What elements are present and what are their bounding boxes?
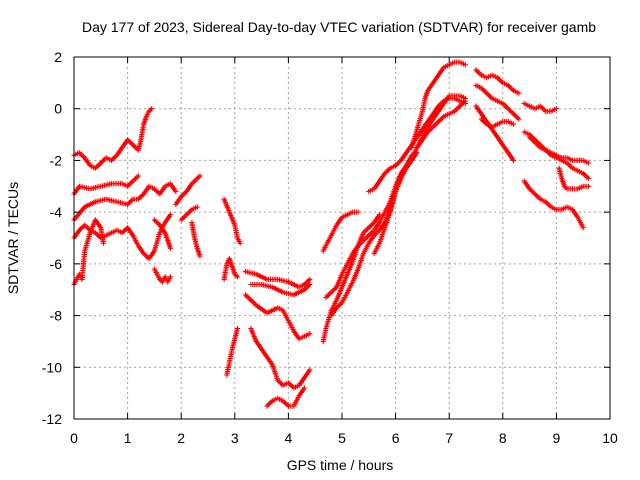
data-series-20 <box>320 212 383 344</box>
x-tick-label: 7 <box>445 430 453 446</box>
x-tick-label: 2 <box>177 430 185 446</box>
x-tick-labels: 0 1 2 3 4 5 6 7 8 9 10 <box>70 430 618 446</box>
y-tick-labels: -12 -10 -8 -6 -4 -2 0 2 <box>42 49 62 427</box>
y-tick-label: -4 <box>50 204 63 220</box>
data-series-25 <box>409 59 468 151</box>
data-series-6 <box>151 266 174 285</box>
data-series-24 <box>366 95 468 195</box>
data-series-17 <box>248 325 313 391</box>
x-tick-label: 9 <box>553 430 561 446</box>
x-tick-label: 10 <box>602 430 618 446</box>
x-tick-label: 6 <box>392 430 400 446</box>
data-series-30 <box>478 116 517 130</box>
data-series-7 <box>151 217 174 251</box>
data-series-11 <box>221 196 243 246</box>
x-tick-label: 1 <box>124 430 132 446</box>
y-tick-label: -12 <box>42 411 62 427</box>
data-series-26 <box>414 93 468 151</box>
chart-title: Day 177 of 2023, Sidereal Day-to-day VTE… <box>82 19 596 35</box>
data-series-8 <box>173 173 203 207</box>
data-series-15 <box>248 281 313 298</box>
x-tick-label: 8 <box>499 430 507 446</box>
data-series-group <box>71 59 592 409</box>
data-series-12 <box>221 256 241 282</box>
y-tick-label: 0 <box>54 101 62 117</box>
x-tick-label: 4 <box>285 430 293 446</box>
y-tick-label: 2 <box>54 49 62 65</box>
data-series-9 <box>178 204 200 223</box>
data-series-33 <box>527 134 592 182</box>
y-tick-label: -2 <box>50 152 63 168</box>
data-series-18 <box>264 385 308 409</box>
data-series-2 <box>71 173 141 197</box>
y-axis-label: SDTVAR / TECUs <box>5 182 21 294</box>
x-tick-label: 5 <box>338 430 346 446</box>
axis-ticks <box>73 56 611 420</box>
x-axis-label: GPS time / hours <box>287 457 394 473</box>
y-tick-label: -8 <box>50 308 63 324</box>
grid <box>74 57 610 419</box>
data-series-34 <box>556 165 592 192</box>
y-tick-label: -6 <box>50 256 63 272</box>
y-tick-label: -10 <box>42 359 62 375</box>
data-series-13 <box>224 325 241 378</box>
data-series-28 <box>473 82 522 122</box>
data-series-10 <box>189 219 203 259</box>
data-series-3 <box>71 181 179 223</box>
data-series-35 <box>521 178 586 231</box>
data-series-14 <box>242 269 313 290</box>
x-tick-label: 3 <box>231 430 239 446</box>
data-series-16 <box>242 292 313 342</box>
data-series-27 <box>473 67 522 96</box>
data-series-31 <box>521 100 559 114</box>
data-series-19 <box>320 209 361 254</box>
data-series-1 <box>71 106 155 171</box>
x-tick-label: 0 <box>70 430 78 446</box>
